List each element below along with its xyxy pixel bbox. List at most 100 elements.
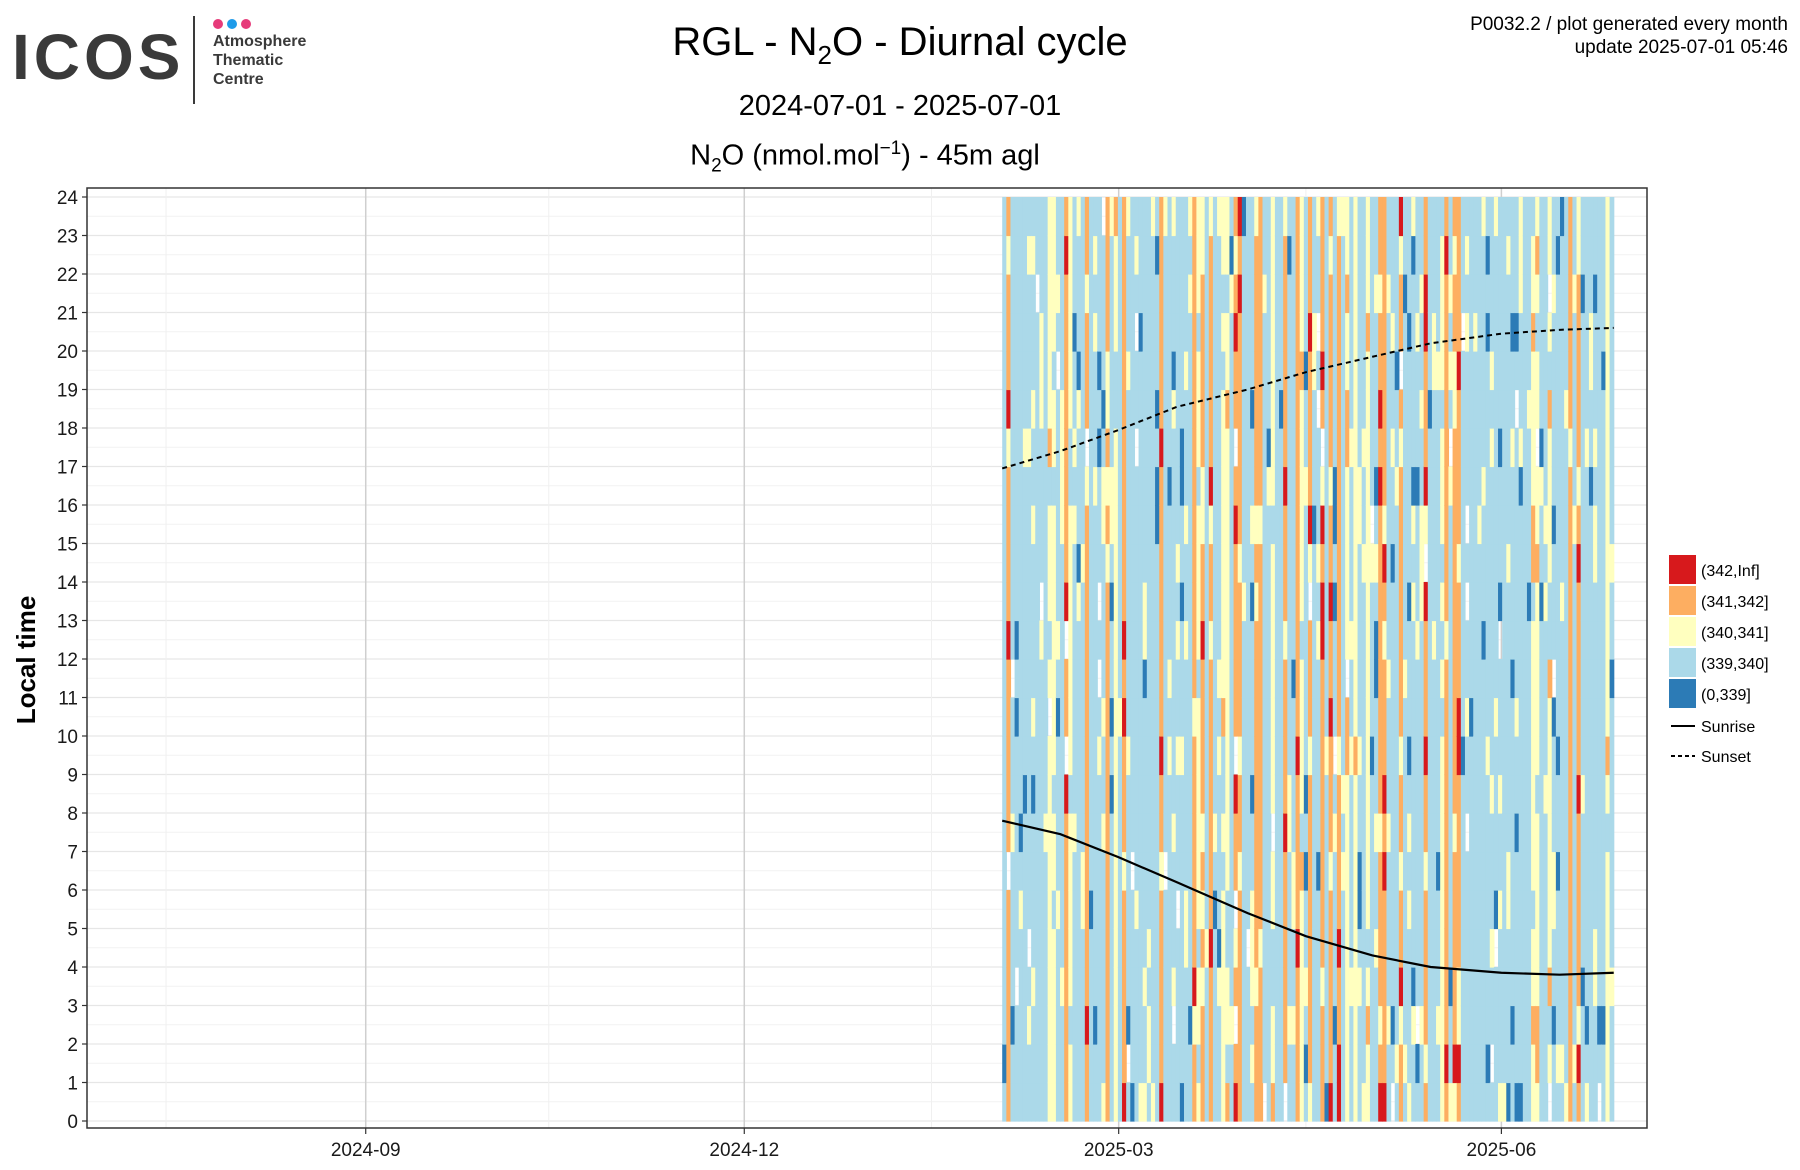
heatmap-cell — [1163, 197, 1169, 237]
heatmap-cell — [1547, 928, 1553, 968]
heatmap-cell — [1572, 659, 1578, 699]
heatmap-cell — [1163, 928, 1169, 968]
heatmap-cell — [1555, 1082, 1561, 1122]
heatmap-cell — [1423, 736, 1429, 776]
heatmap-cell — [1113, 389, 1119, 429]
heatmap-cell — [1576, 736, 1582, 776]
heatmap-cell — [1609, 312, 1615, 352]
heatmap-cell — [1163, 1005, 1169, 1045]
heatmap-cell — [1221, 197, 1226, 237]
heatmap-cell — [1031, 697, 1036, 737]
heatmap-cell — [1262, 197, 1268, 237]
heatmap-cell — [1097, 851, 1102, 891]
heatmap-cell — [1448, 389, 1454, 429]
heatmap-cell — [1233, 466, 1239, 506]
heatmap-cell — [1055, 389, 1061, 429]
heatmap-cell — [1597, 197, 1602, 237]
heatmap-cell — [1526, 312, 1532, 352]
heatmap-cell — [1307, 505, 1313, 545]
heatmap-cell — [1456, 1005, 1462, 1045]
heatmap-cell — [1609, 466, 1615, 506]
heatmap-cell — [1084, 928, 1090, 968]
heatmap-cell — [1580, 1082, 1586, 1122]
heatmap-cell — [1283, 505, 1288, 545]
heatmap-cell — [1324, 928, 1330, 968]
heatmap-cell — [1336, 235, 1342, 275]
heatmap-cell — [1130, 967, 1136, 1007]
heatmap-cell — [1105, 890, 1111, 930]
heatmap-cell — [1526, 890, 1532, 930]
heatmap-cell — [1258, 928, 1264, 968]
heatmap-cell — [1212, 1082, 1218, 1122]
heatmap-cell — [1374, 582, 1379, 622]
heatmap-cell — [1084, 1005, 1090, 1045]
heatmap-cell — [1493, 351, 1499, 391]
heatmap-cell — [1436, 659, 1441, 699]
heatmap-cell — [1010, 389, 1016, 429]
heatmap-cell — [1022, 736, 1028, 776]
heatmap-cell — [1221, 351, 1226, 391]
heatmap-cell — [1031, 466, 1036, 506]
heatmap-cell — [1047, 274, 1053, 314]
heatmap-cell — [1564, 928, 1569, 968]
heatmap-cell — [1431, 890, 1437, 930]
heatmap-cell — [1328, 890, 1334, 930]
heatmap-cell — [1266, 582, 1272, 622]
heatmap-cell — [1440, 928, 1445, 968]
heatmap-cell — [1489, 813, 1495, 853]
heatmap-cell — [1361, 967, 1367, 1007]
heatmap-cell — [1473, 582, 1478, 622]
heatmap-cell — [1241, 659, 1247, 699]
heatmap-cell — [1270, 697, 1276, 737]
heatmap-cell — [1506, 505, 1512, 545]
heatmap-cell — [1138, 1044, 1144, 1084]
heatmap-cell — [1518, 389, 1524, 429]
heatmap-cell — [1274, 928, 1280, 968]
heatmap-cell — [1345, 389, 1350, 429]
heatmap-cell — [1068, 312, 1074, 352]
heatmap-cell — [1254, 466, 1259, 506]
heatmap-cell — [1159, 428, 1164, 468]
heatmap-cell — [1522, 351, 1528, 391]
heatmap-cell — [1382, 1082, 1388, 1122]
heatmap-cell — [1126, 659, 1131, 699]
heatmap-cell — [1431, 274, 1437, 314]
heatmap-cell — [1485, 505, 1491, 545]
heatmap-cell — [1564, 428, 1569, 468]
heatmap-cell — [1324, 736, 1330, 776]
heatmap-cell — [1431, 697, 1437, 737]
heatmap-cell — [1328, 543, 1334, 583]
heatmap-cell — [1188, 928, 1193, 968]
heatmap-cell — [1369, 620, 1375, 660]
heatmap-cell — [1093, 774, 1098, 814]
heatmap-cell — [1593, 543, 1598, 583]
heatmap-cell — [1361, 1005, 1367, 1045]
heatmap-cell — [1427, 967, 1433, 1007]
heatmap-cell — [1225, 312, 1231, 352]
heatmap-cell — [1006, 466, 1012, 506]
heatmap-cell — [1328, 851, 1334, 891]
heatmap-cell — [1518, 1082, 1524, 1122]
heatmap-cell — [1477, 505, 1483, 545]
heatmap-cell — [1142, 1082, 1148, 1122]
heatmap-cell — [1130, 659, 1136, 699]
heatmap-cell — [1283, 1044, 1288, 1084]
heatmap-cell — [1270, 351, 1276, 391]
heatmap-cell — [1117, 736, 1123, 776]
heatmap-cell — [1155, 813, 1160, 853]
heatmap-cell — [1605, 1044, 1611, 1084]
heatmap-cell — [1601, 659, 1607, 699]
legend-swatch — [1669, 586, 1696, 615]
heatmap-cell — [1324, 235, 1330, 275]
heatmap-cell — [1204, 466, 1210, 506]
heatmap-cell — [1531, 389, 1536, 429]
heatmap-cell — [1341, 1005, 1346, 1045]
heatmap-cell — [1076, 466, 1082, 506]
heatmap-cell — [1122, 774, 1127, 814]
heatmap-cell — [1402, 505, 1408, 545]
heatmap-cell — [1510, 312, 1516, 352]
heatmap-cell — [1345, 466, 1350, 506]
heatmap-cell — [1423, 620, 1429, 660]
heatmap-cell — [1444, 697, 1450, 737]
heatmap-cell — [1510, 505, 1516, 545]
